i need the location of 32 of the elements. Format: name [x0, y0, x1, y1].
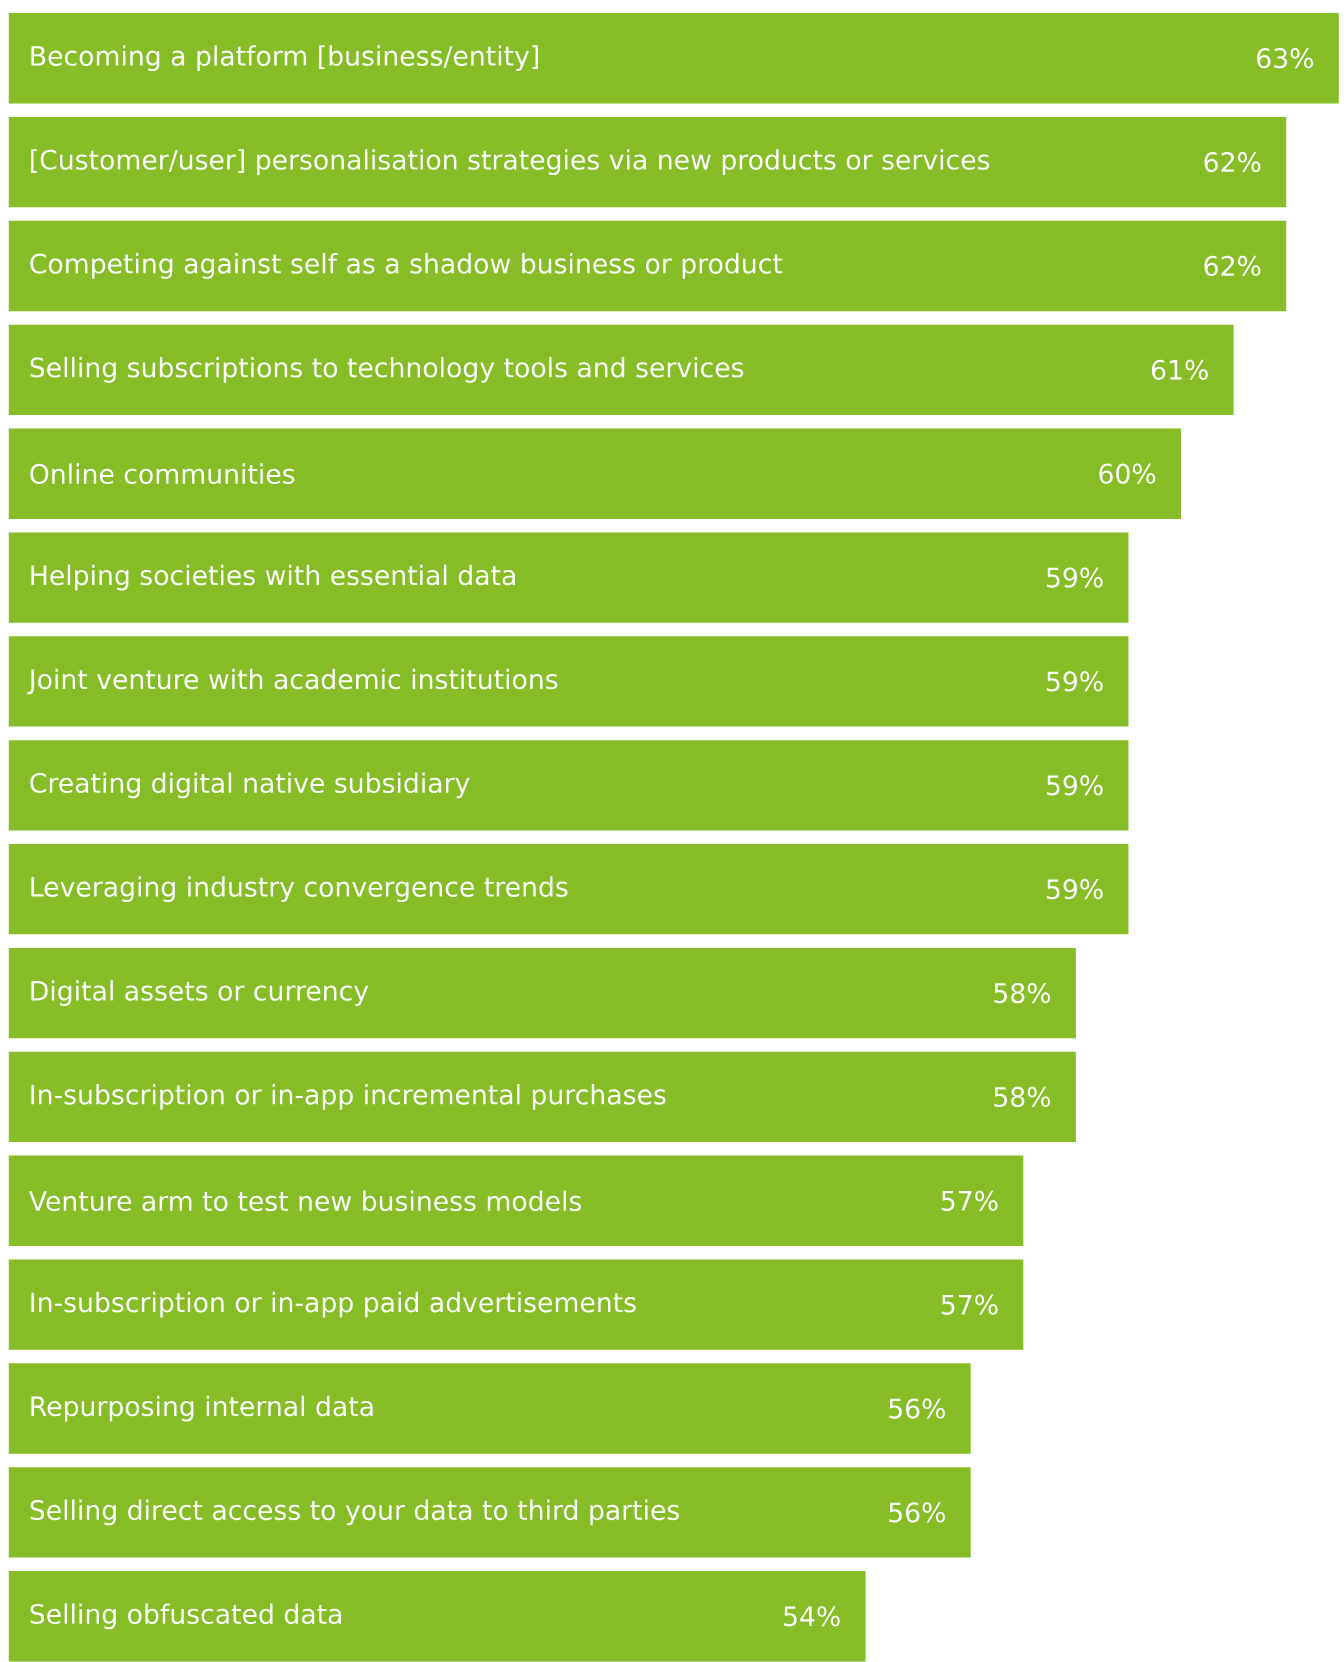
y-tick-label: In-subscription or in-app incremental purchases — [31, 1084, 666, 1110]
data-label: 59% — [1046, 775, 1103, 796]
data-label: 63% — [1257, 48, 1313, 69]
y-tick-label: [Customer/user] personalisation strategies via new products or services — [31, 149, 990, 175]
data-label: 57% — [941, 1190, 998, 1211]
y-tick-label: Selling direct access to your data to third parties — [30, 1499, 680, 1526]
y-tick-label: Leveraging industry convergence trends — [31, 876, 568, 903]
data-label: 62% — [1204, 255, 1261, 277]
y-tick-label: Becoming a platform [business/entity] — [31, 45, 538, 72]
data-label: 56% — [889, 1502, 945, 1523]
data-label: 54% — [784, 1606, 840, 1627]
y-tick-label: Selling subscriptions to technology tools and services — [30, 356, 744, 383]
data-label: 59% — [1046, 879, 1103, 900]
y-tick-label: Selling obfuscated data — [30, 1603, 342, 1630]
data-label: 57% — [941, 1294, 998, 1315]
y-tick-label: Competing against self as a shadow business or product — [30, 253, 783, 279]
data-label: 60% — [1099, 463, 1156, 484]
y-tick-label: Helping societies with essential data — [31, 564, 515, 591]
y-tick-label: Digital assets or currency — [31, 980, 369, 1006]
y-tick-label: Venture arm to test new business models — [29, 1190, 582, 1212]
y-tick-label: Joint venture with academic institutions — [27, 668, 558, 695]
data-label: 61% — [1151, 359, 1208, 380]
data-label: 59% — [1046, 671, 1103, 692]
data-label: 62% — [1204, 151, 1261, 173]
data-label: 58% — [994, 982, 1051, 1004]
y-tick-label: In-subscription or in-app paid advertisements — [31, 1291, 636, 1318]
data-label: 59% — [1046, 567, 1103, 588]
data-label: 58% — [994, 1086, 1051, 1108]
data-label: 56% — [889, 1398, 945, 1419]
y-tick-label: Creating digital native subsidiary — [30, 772, 470, 799]
y-tick-label: Repurposing internal data — [31, 1395, 373, 1422]
y-tick-label: Online communities — [30, 463, 295, 485]
